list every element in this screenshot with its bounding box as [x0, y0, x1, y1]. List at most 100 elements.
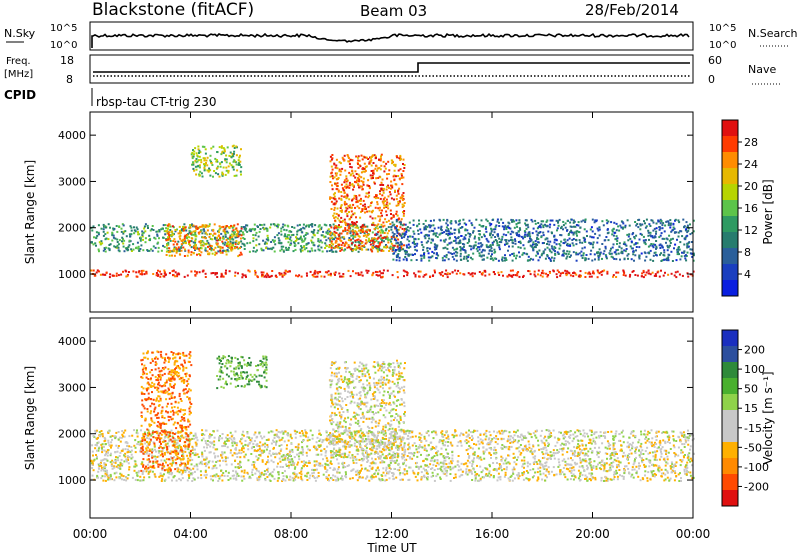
velocity-cell-f0 — [582, 434, 585, 437]
power-cell-f5 — [651, 235, 654, 238]
power-cell-f3 — [235, 145, 238, 148]
power-cell-f3 — [231, 166, 234, 169]
power-cell-f1 — [255, 231, 258, 234]
power-cell-f4 — [377, 231, 380, 234]
power-cell-f5 — [447, 228, 450, 231]
power-cell-f4 — [372, 172, 374, 175]
power-cell-f1 — [174, 230, 177, 233]
velocity-cell-f0 — [166, 442, 169, 445]
power-cell-f4 — [341, 167, 344, 170]
velocity-cell-f0 — [332, 479, 335, 481]
power-cell-f0 — [316, 271, 319, 274]
power-cell-f0 — [376, 271, 379, 273]
colorbar-swatch — [722, 120, 738, 137]
velocity-cell-f0 — [237, 474, 240, 477]
power-cell-f5 — [579, 241, 581, 244]
velocity-cell-f0 — [411, 469, 414, 472]
power-cell-f4 — [329, 196, 332, 199]
power-cell-f4 — [363, 162, 366, 165]
velocity-cell-f0 — [513, 434, 516, 437]
power-cell-f5 — [611, 229, 614, 232]
velocity-cell-f0 — [614, 435, 617, 438]
velocity-cell-f0 — [267, 461, 270, 464]
power-cell-f0 — [109, 273, 112, 276]
power-cell-f5 — [660, 220, 663, 222]
power-cell-f3 — [205, 162, 207, 164]
power-cell-f2 — [189, 232, 192, 235]
power-cell-f2 — [179, 234, 182, 237]
power-cell-f0 — [559, 274, 562, 277]
power-cell-f5 — [639, 232, 642, 235]
velocity-cell-f0 — [104, 479, 107, 482]
power-cell-f2 — [167, 236, 170, 239]
power-cell-f4 — [329, 155, 332, 158]
power-cell-f5 — [686, 244, 689, 247]
power-cell-f4 — [356, 226, 359, 229]
velocity-cell-f0 — [315, 453, 318, 456]
power-cell-f5 — [395, 229, 398, 232]
velocity-cell-f0 — [529, 463, 532, 466]
power-cell-f1 — [317, 238, 320, 240]
power-cell-f4 — [356, 205, 359, 208]
power-cell-f5 — [655, 245, 658, 248]
power-cell-f0 — [587, 272, 590, 275]
power-cell-f0 — [681, 274, 684, 277]
velocity-cell-f0 — [110, 463, 113, 466]
power-cell-f4 — [351, 221, 354, 224]
power-cell-f5 — [439, 239, 442, 242]
power-cell-f5 — [650, 235, 653, 238]
power-cell-f0 — [615, 276, 618, 278]
power-cell-f0 — [145, 272, 148, 275]
velocity-cell-f0 — [515, 463, 518, 466]
power-cell-f0 — [360, 271, 363, 274]
power-cell-f4 — [350, 224, 353, 227]
power-cell-f4 — [367, 206, 370, 209]
power-cell-f5 — [669, 242, 672, 244]
velocity-cell-f0 — [595, 465, 598, 468]
power-cell-f5 — [581, 257, 584, 259]
power-cell-f5 — [428, 237, 431, 240]
velocity-cell-f0 — [257, 470, 260, 473]
power-cell-f5 — [612, 228, 615, 230]
power-cell-f1 — [204, 249, 207, 252]
power-cell-f4 — [358, 186, 361, 189]
power-cell-f4 — [387, 160, 390, 163]
power-cell-f4 — [375, 245, 378, 248]
velocity-cell-f0 — [189, 459, 192, 462]
power-cell-f2 — [209, 233, 212, 235]
velocity-cell-f0 — [634, 458, 636, 461]
power-cell-f5 — [640, 252, 643, 255]
power-cell-f2 — [198, 232, 201, 235]
power-cell-f4 — [387, 173, 390, 175]
power-cell-f5 — [572, 219, 575, 222]
velocity-cell-f0 — [127, 459, 130, 461]
power-cell-f4 — [332, 193, 335, 196]
colorbar-tick-label: 28 — [744, 136, 758, 149]
power-cell-f0 — [339, 275, 341, 278]
power-cell-f4 — [382, 191, 385, 194]
power-cell-f4 — [391, 162, 393, 165]
power-cell-f1 — [254, 250, 257, 253]
power-cell-f5 — [425, 241, 428, 244]
power-cell-f4 — [358, 159, 361, 162]
power-cell-f5 — [678, 248, 681, 251]
power-cell-f1 — [381, 229, 383, 232]
power-cell-f3 — [195, 152, 198, 155]
power-cell-f0 — [254, 273, 257, 276]
power-cell-f4 — [354, 244, 357, 247]
velocity-cell-f0 — [313, 460, 316, 463]
power-cell-f0 — [266, 272, 269, 275]
power-cell-f0 — [105, 271, 108, 274]
power-cell-f4 — [385, 245, 388, 248]
velocity-cell-f0 — [371, 461, 374, 464]
velocity-cell-f0 — [677, 454, 680, 457]
power-cell-f4 — [362, 180, 365, 183]
power-cell-f3 — [194, 165, 197, 168]
power-cell-f4 — [368, 162, 371, 165]
power-cell-f0 — [92, 269, 95, 272]
power-cell-f5 — [620, 247, 623, 250]
power-cell-f4 — [331, 174, 334, 177]
power-cell-f5 — [529, 235, 532, 238]
velocity-cell-f0 — [434, 447, 437, 450]
power-cell-f5 — [605, 255, 608, 258]
